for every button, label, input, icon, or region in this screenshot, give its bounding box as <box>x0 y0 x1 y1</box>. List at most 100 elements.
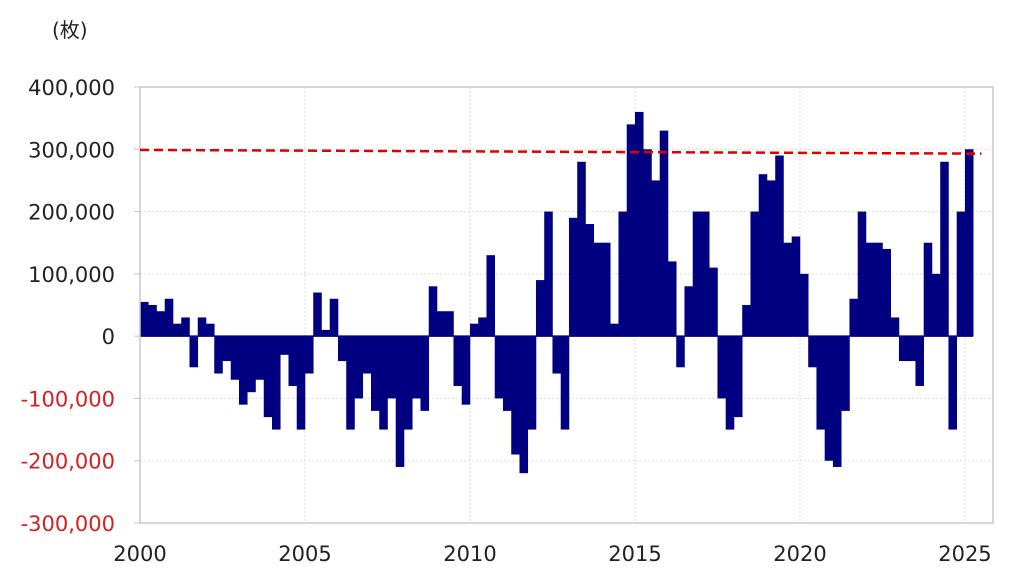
bar <box>354 336 364 399</box>
bar <box>874 242 883 337</box>
bar <box>684 286 694 337</box>
y-axis-ticks: 400,000 300,000 200,000 100,000 0 -100,000 -20… <box>21 76 140 536</box>
bar <box>948 336 958 430</box>
bar <box>791 236 801 337</box>
bar <box>181 317 190 337</box>
bar <box>841 336 850 411</box>
y-tick-label: -200,000 <box>21 450 115 474</box>
bar <box>156 311 166 337</box>
bar <box>865 242 875 337</box>
bar <box>709 267 718 337</box>
bar <box>667 261 677 337</box>
bar <box>313 292 322 337</box>
y-tick-label: -100,000 <box>21 387 115 411</box>
bar <box>882 248 892 337</box>
bar <box>692 211 702 337</box>
bar <box>700 211 710 337</box>
bar <box>321 329 331 337</box>
bar <box>502 336 512 411</box>
x-tick-label: 2025 <box>938 542 991 566</box>
bar <box>337 336 347 362</box>
bar <box>535 280 545 337</box>
bar <box>280 336 289 355</box>
bar <box>568 217 578 337</box>
bar <box>172 323 182 337</box>
bar <box>552 336 562 374</box>
bar <box>725 336 735 430</box>
bar <box>956 211 966 337</box>
bar <box>544 211 553 337</box>
bar <box>453 336 463 386</box>
bar <box>593 242 603 337</box>
bar <box>222 336 232 362</box>
bar <box>964 149 974 337</box>
bar <box>296 336 306 430</box>
y-tick-label: 200,000 <box>28 201 115 225</box>
y-tick-label: 400,000 <box>28 76 115 100</box>
bar <box>304 336 314 374</box>
bar <box>659 130 669 337</box>
bar <box>387 336 397 399</box>
bar <box>799 273 809 337</box>
bar <box>271 336 281 430</box>
bar <box>527 336 537 430</box>
bar <box>733 336 743 418</box>
bar <box>940 161 949 337</box>
x-tick-label: 2010 <box>443 542 496 566</box>
bar <box>469 323 479 337</box>
bar <box>931 273 941 337</box>
x-tick-label: 2020 <box>773 542 826 566</box>
bar <box>214 336 223 374</box>
bar <box>428 286 438 337</box>
bar <box>766 180 776 337</box>
bar <box>403 336 413 430</box>
bar <box>634 111 644 337</box>
bar <box>205 323 215 337</box>
bar <box>164 298 174 337</box>
bar <box>148 305 157 337</box>
bar <box>379 336 388 430</box>
bar <box>478 317 487 337</box>
bar <box>329 298 339 337</box>
bar <box>626 124 636 337</box>
bar <box>907 336 916 362</box>
bar <box>519 336 529 474</box>
x-tick-label: 2005 <box>278 542 331 566</box>
bar <box>651 180 661 337</box>
bar <box>717 336 727 399</box>
bar <box>610 323 619 337</box>
bar <box>140 301 149 337</box>
bar-series <box>140 111 974 474</box>
x-tick-label: 2015 <box>608 542 661 566</box>
y-tick-label: -300,000 <box>21 512 115 536</box>
bar <box>436 311 446 337</box>
x-axis-ticks: 2000 2005 2010 2015 2020 2025 <box>113 542 991 566</box>
bar <box>461 336 471 405</box>
bar <box>816 336 826 430</box>
bar <box>412 336 421 399</box>
bar <box>255 336 265 380</box>
bar <box>832 336 842 467</box>
y-tick-label: 300,000 <box>28 138 115 162</box>
bar <box>238 336 248 405</box>
bar <box>494 336 504 399</box>
bar <box>230 336 240 380</box>
bar <box>923 242 933 337</box>
bar <box>585 224 595 337</box>
bar <box>676 336 685 368</box>
bar <box>824 336 834 461</box>
bar <box>898 336 908 362</box>
plot-area-border <box>139 86 994 524</box>
bar <box>808 336 817 368</box>
bar <box>560 336 570 430</box>
bar <box>849 298 859 337</box>
bar <box>263 336 273 418</box>
y-tick-label: 0 <box>102 325 115 349</box>
bar <box>486 255 496 337</box>
bar <box>577 161 586 337</box>
bar <box>601 242 611 337</box>
y-tick-label: 100,000 <box>28 263 115 287</box>
bar <box>346 336 355 430</box>
bar <box>197 317 207 337</box>
